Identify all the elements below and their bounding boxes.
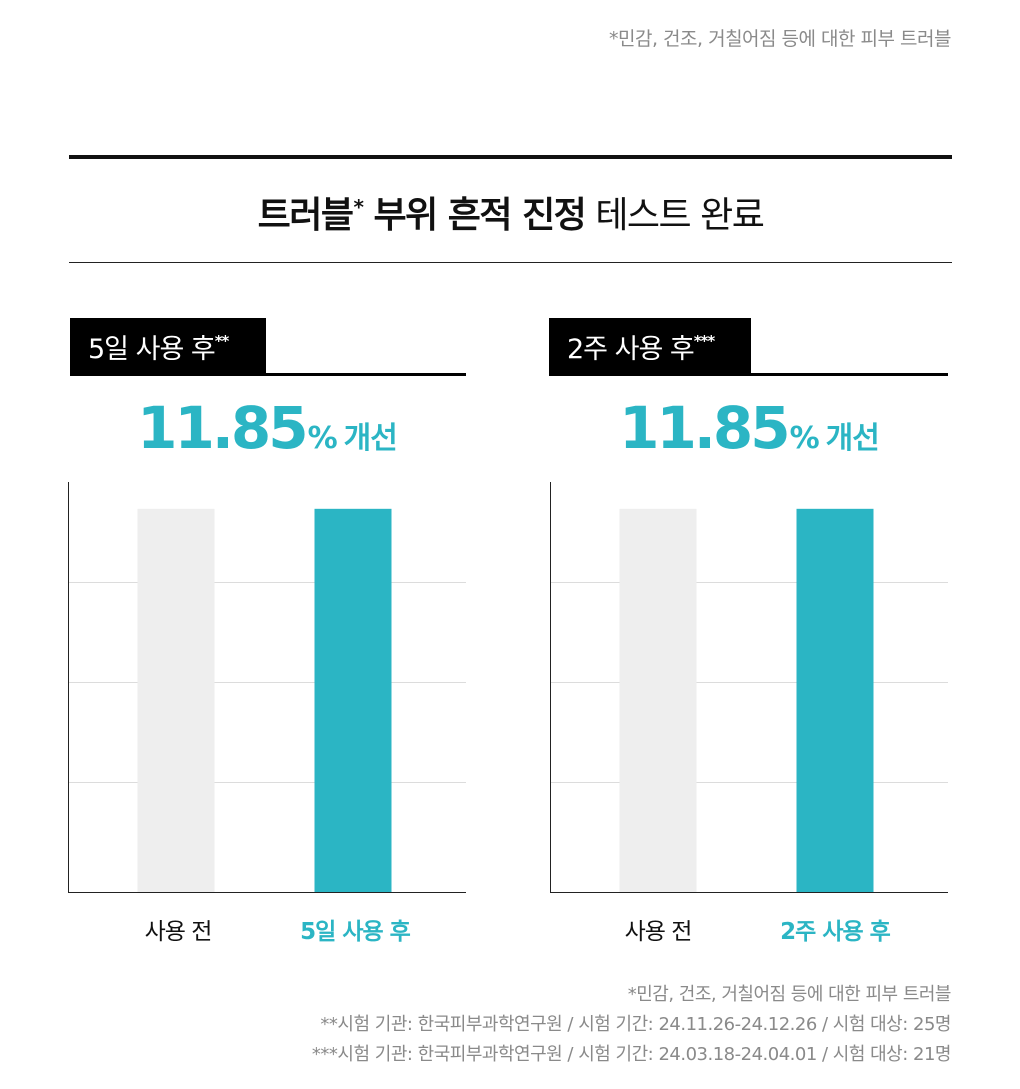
panel-tag-label: 5일 사용 후 xyxy=(88,334,216,365)
improvement-unit: % xyxy=(789,421,820,456)
improvement-word: 개선 xyxy=(825,421,880,456)
panel-tag: 5일 사용 후 ** xyxy=(70,318,266,375)
improvement-value: 11.85 xyxy=(137,394,308,462)
improvement-value: 11.85 xyxy=(619,394,790,462)
x-label-before: 사용 전 xyxy=(144,919,213,945)
bar-chart xyxy=(66,482,466,894)
panel-tag: 2주 사용 후 *** xyxy=(549,318,751,375)
panel-tag-stars: *** xyxy=(693,331,716,350)
headline-bold-1: 트러블 xyxy=(257,195,354,236)
x-label-after: 5일 사용 후 xyxy=(300,919,411,945)
panel-tag-stars: ** xyxy=(214,331,230,350)
top-note: *민감, 건조, 거칠어짐 등에 대한 피부 트러블 xyxy=(609,28,951,50)
x-label-after: 2주 사용 후 xyxy=(780,919,891,945)
bar-after xyxy=(314,508,392,892)
bar-chart xyxy=(548,482,948,894)
footnote-3: ***시험 기관: 한국피부과학연구원 / 시험 기간: 24.03.18-24… xyxy=(311,1044,952,1065)
improvement-figure: 11.85% 개선 xyxy=(550,394,948,462)
headline-bottom-rule xyxy=(69,262,952,263)
headline-star: * xyxy=(353,195,364,219)
panel-5day: 5일 사용 후 ** 11.85% 개선 사용 전 5일 사용 후 xyxy=(68,318,466,958)
panel-2week: 2주 사용 후 *** 11.85% 개선 사용 전 2주 사용 후 xyxy=(548,318,948,958)
improvement-figure: 11.85% 개선 xyxy=(68,394,466,462)
headline-regular: 테스트 완료 xyxy=(595,195,765,236)
improvement-word: 개선 xyxy=(343,421,398,456)
panel-tag-rule xyxy=(549,373,948,376)
improvement-unit: % xyxy=(307,421,338,456)
footnote-1: *민감, 건조, 거칠어짐 등에 대한 피부 트러블 xyxy=(627,984,952,1005)
headline-bold-2: 부위 흔적 진정 xyxy=(362,195,587,236)
panel-tag-rule xyxy=(70,373,466,376)
bar-before xyxy=(619,508,697,892)
headline: 트러블* 부위 흔적 진정 테스트 완료 xyxy=(69,186,952,238)
bar-before xyxy=(137,508,215,892)
bar-after xyxy=(796,508,874,892)
footnotes: *민감, 건조, 거칠어짐 등에 대한 피부 트러블 **시험 기관: 한국피부… xyxy=(311,980,952,1070)
footnote-2: **시험 기관: 한국피부과학연구원 / 시험 기간: 24.11.26-24.… xyxy=(320,1014,951,1035)
panel-tag-label: 2주 사용 후 xyxy=(567,334,695,365)
x-label-before: 사용 전 xyxy=(624,919,693,945)
headline-top-rule xyxy=(69,155,952,159)
